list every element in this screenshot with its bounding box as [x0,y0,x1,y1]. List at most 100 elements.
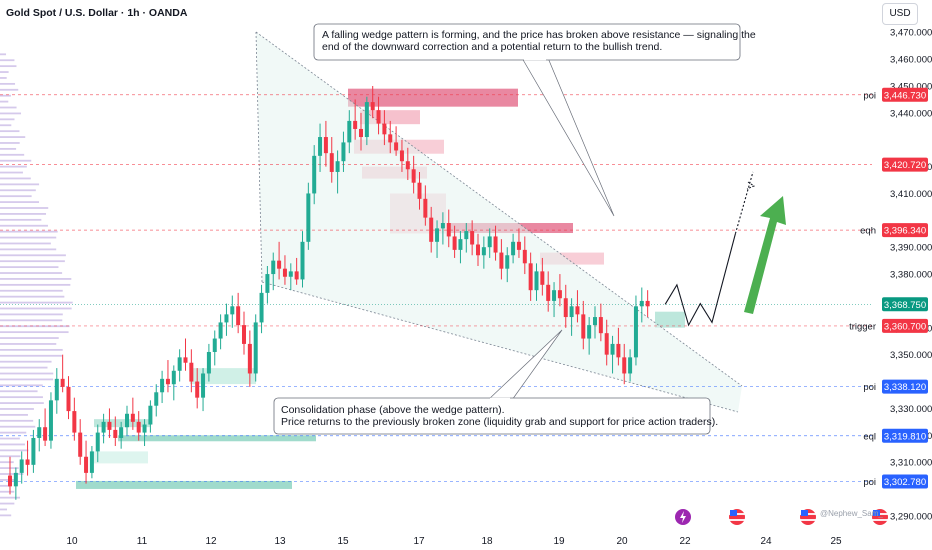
level-name-poi: poi [863,477,876,488]
projection-path [664,233,736,327]
candles [8,85,650,500]
watermark-text: @Nephew_Sam_ [820,509,883,518]
candle-body [72,411,77,433]
volume-bar [0,124,12,127]
candle-body [645,300,650,307]
candle-body [282,268,287,277]
currency-button[interactable]: USD [882,3,918,25]
level-name-poi: poi [863,382,876,393]
y-tick-label: 3,440.000 [890,108,932,119]
volume-bar [0,153,25,156]
wedge-fill [256,32,742,412]
volume-bar [0,189,36,192]
level-price-label: 3,360.700 [884,321,926,332]
y-tick-label: 3,410.000 [890,189,932,200]
volume-bar [0,272,63,274]
volume-bar [0,207,49,209]
level-price-label: 3,446.730 [884,90,926,101]
volume-bar [0,313,63,316]
y-tick-label: 3,450.000 [890,81,932,92]
candle-body [54,378,59,401]
flag-stripe [800,519,816,521]
volume-bar [0,254,66,257]
price-axis[interactable]: 3,290.0003,310.0003,320.0003,330.0003,35… [876,0,932,550]
candle-body [253,322,258,374]
volume-bar [0,213,47,215]
candle-body [142,424,147,433]
volume-bar [0,230,58,233]
candle-body [499,252,504,269]
volume-bar [0,348,63,351]
volume-bar [0,419,34,422]
volume-bar [0,59,15,62]
level-price-tag [882,379,928,394]
volume-bar [0,413,28,416]
volume-bar [0,201,40,203]
volume-bar [0,224,48,227]
volume-bar [0,142,20,144]
candle-body [230,306,235,315]
volume-bar [0,94,11,97]
candle-body [481,247,486,256]
x-tick-label: 19 [553,536,565,547]
level-name-eqh: eqh [860,226,876,237]
time-axis[interactable]: 10 11 12 13 15 17 18 19 20 22 24 25 [0,532,876,550]
flag-canton [730,510,737,516]
candle-body [247,343,252,374]
x-tick-label: 11 [137,536,148,547]
candle-body [183,357,188,363]
candle-body [154,392,159,406]
y-tick-label: 3,350.000 [890,350,932,361]
candle-body [335,161,340,172]
x-tick-label: 10 [66,536,78,547]
candle-body [587,325,592,339]
candle-body [271,260,276,275]
candle-body [633,306,638,358]
candle-body [130,413,135,422]
candle-body [464,231,469,240]
volume-bar [0,130,20,133]
volume-bar [0,473,24,475]
volume-bar [0,354,62,357]
x-tick-label: 17 [413,536,425,547]
projection [664,171,786,327]
volume-bar [0,171,23,174]
volume-bar [0,53,7,56]
candle-body [522,249,527,264]
volume-bar [0,360,52,363]
volume-bar [0,77,7,79]
candle-body [440,223,445,229]
candle-body [516,241,521,250]
candle-body [323,137,328,154]
level-lines [0,94,872,482]
volume-bar [0,496,21,499]
volume-bar [0,71,9,73]
candle-body [581,314,586,339]
volume-bar [0,88,19,91]
volume-bar [0,147,17,150]
x-tick-label: 20 [616,536,628,547]
volume-bar [0,378,54,381]
event-icons[interactable]: @Nephew_Sam_ [675,509,888,525]
price-zone [94,419,150,428]
candle-body [610,343,615,355]
level-price-tag [882,428,928,443]
candle-body [616,343,621,358]
flag-stripe [872,519,888,521]
x-tick-label: 24 [760,536,772,547]
volume-bar [0,278,72,280]
projection-arrowhead [746,181,756,190]
bottom-note-line: Price returns to the previously broken z… [281,416,718,428]
candle-body [224,314,229,323]
wedge-pattern [255,31,743,413]
candle-body [569,306,574,318]
volume-bar [0,461,14,464]
candle-body [435,228,440,242]
volume-bar [0,325,70,328]
volume-bar [0,260,65,263]
candle-body [429,217,434,242]
level-price-tag [882,87,928,102]
candle-body [277,260,282,269]
